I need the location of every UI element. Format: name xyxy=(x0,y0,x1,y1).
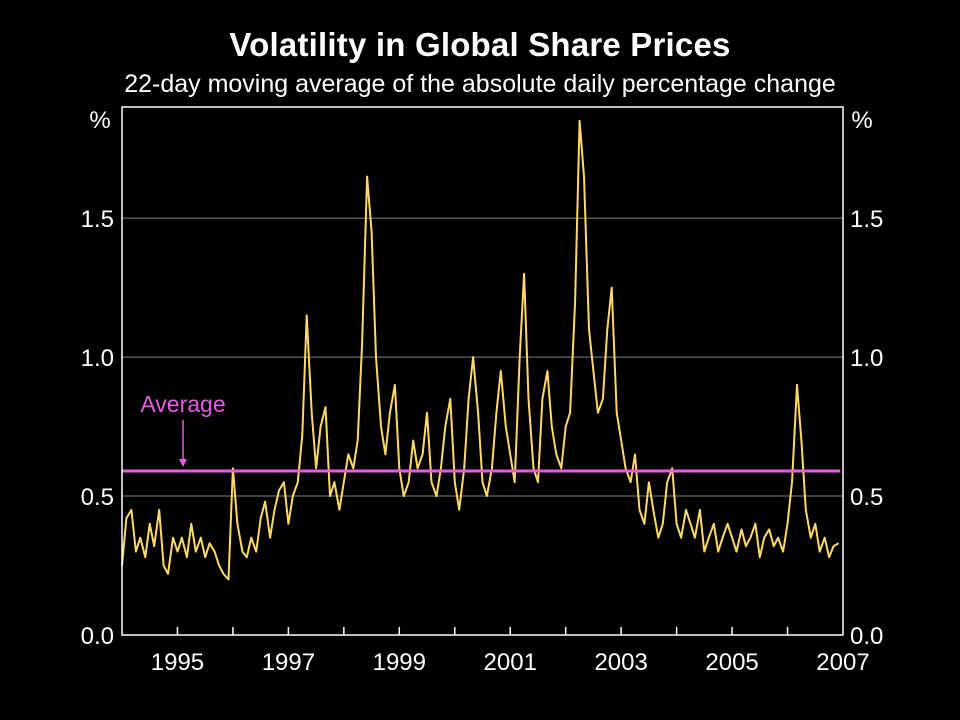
grid-lines xyxy=(122,217,843,497)
y-unit-right: % xyxy=(851,107,872,134)
y-tick-label-left: 0.0 xyxy=(81,623,114,650)
y-tick-label-right: 0.5 xyxy=(850,484,883,511)
chart-subtitle: 22-day moving average of the absolute da… xyxy=(124,70,836,98)
x-tick-label: 2003 xyxy=(594,649,647,676)
y-tick-label-left: 1.5 xyxy=(81,206,114,233)
x-tick-label: 2005 xyxy=(705,649,758,676)
x-tick-label: 2001 xyxy=(484,649,537,676)
series-layer xyxy=(121,119,840,581)
x-tick-label: 2007 xyxy=(816,649,869,676)
y-tick-label-right: 1.0 xyxy=(850,345,883,372)
axis-ticks: 0.0 0.0 0.5 0.5 1.0 1.0 1.5 1.5 1995 1997 1999 2001… xyxy=(81,206,884,676)
x-tick-label: 1995 xyxy=(151,649,204,676)
y-tick-label-right: 0.0 xyxy=(850,623,883,650)
y-tick-label-left: 1.0 xyxy=(81,345,114,372)
y-tick-label-right: 1.5 xyxy=(850,206,883,233)
x-tick-label: 1997 xyxy=(262,649,315,676)
y-unit-left: % xyxy=(89,107,110,134)
volatility-series-line xyxy=(121,119,840,581)
x-tick-label: 1999 xyxy=(373,649,426,676)
chart-title: Volatility in Global Share Prices xyxy=(229,26,731,63)
average-label: Average xyxy=(140,391,225,417)
y-tick-label-left: 0.5 xyxy=(81,484,114,511)
average-layer: Average xyxy=(122,391,841,473)
plot-frame xyxy=(121,106,844,636)
average-arrow-head xyxy=(179,459,188,468)
